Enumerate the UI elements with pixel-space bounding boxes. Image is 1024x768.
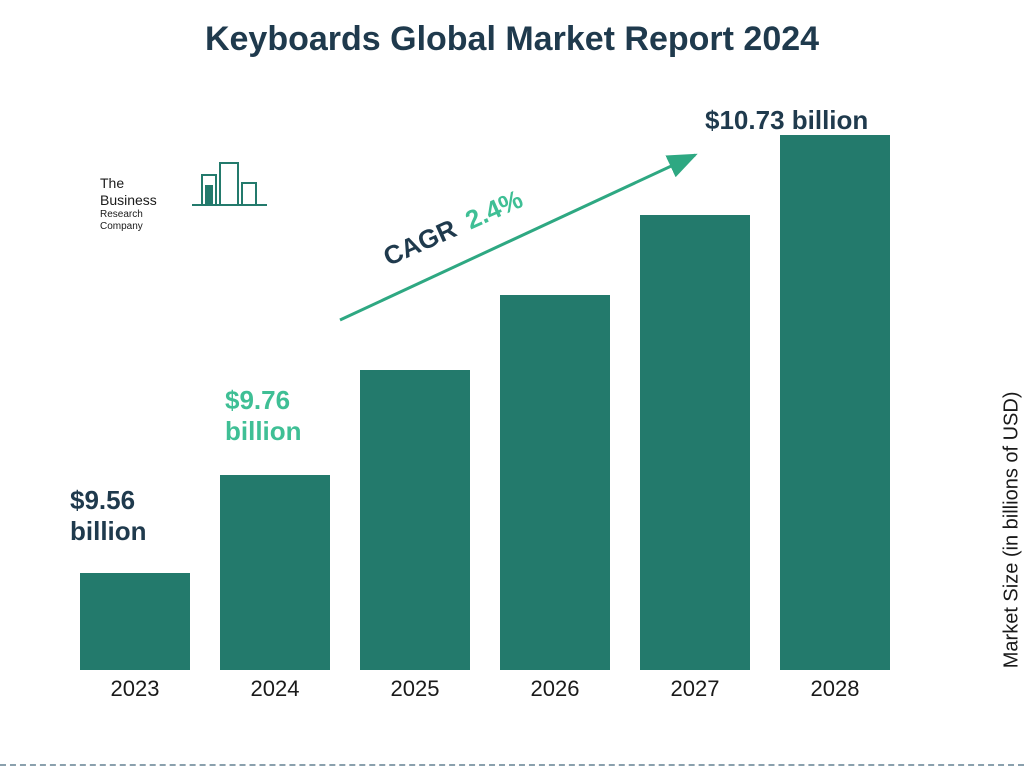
bar-fill — [360, 370, 470, 670]
bottom-dashed-border — [0, 764, 1024, 766]
bar-label: 2024 — [220, 676, 330, 702]
callout-line2: billion — [225, 416, 302, 447]
bar-fill — [80, 573, 190, 670]
bar-2028: 2028 — [780, 135, 890, 670]
callout-line1: $9.76 — [225, 385, 302, 416]
bar-label: 2026 — [500, 676, 610, 702]
cagr-arrow-icon — [330, 135, 710, 335]
chart-title: Keyboards Global Market Report 2024 — [0, 20, 1024, 59]
callout-2028: $10.73 billion — [705, 105, 868, 136]
callout-line2: billion — [70, 516, 147, 547]
callout-2023: $9.56 billion — [70, 485, 147, 547]
callout-2024: $9.76 billion — [225, 385, 302, 447]
callout-line1: $9.56 — [70, 485, 147, 516]
y-axis-label: Market Size (in billions of USD) — [1001, 392, 1024, 669]
bar-label: 2028 — [780, 676, 890, 702]
bar-2026: 2026 — [500, 295, 610, 670]
bar-label: 2027 — [640, 676, 750, 702]
bar-2025: 2025 — [360, 370, 470, 670]
bar-chart: 2023 2024 2025 2026 2027 2028 $9.56 bill… — [80, 145, 920, 700]
bar-fill — [220, 475, 330, 670]
bar-label: 2023 — [80, 676, 190, 702]
bar-fill — [780, 135, 890, 670]
bar-2023: 2023 — [80, 573, 190, 670]
bar-fill — [500, 295, 610, 670]
bar-label: 2025 — [360, 676, 470, 702]
bar-2024: 2024 — [220, 475, 330, 670]
callout-text: $10.73 billion — [705, 105, 868, 135]
